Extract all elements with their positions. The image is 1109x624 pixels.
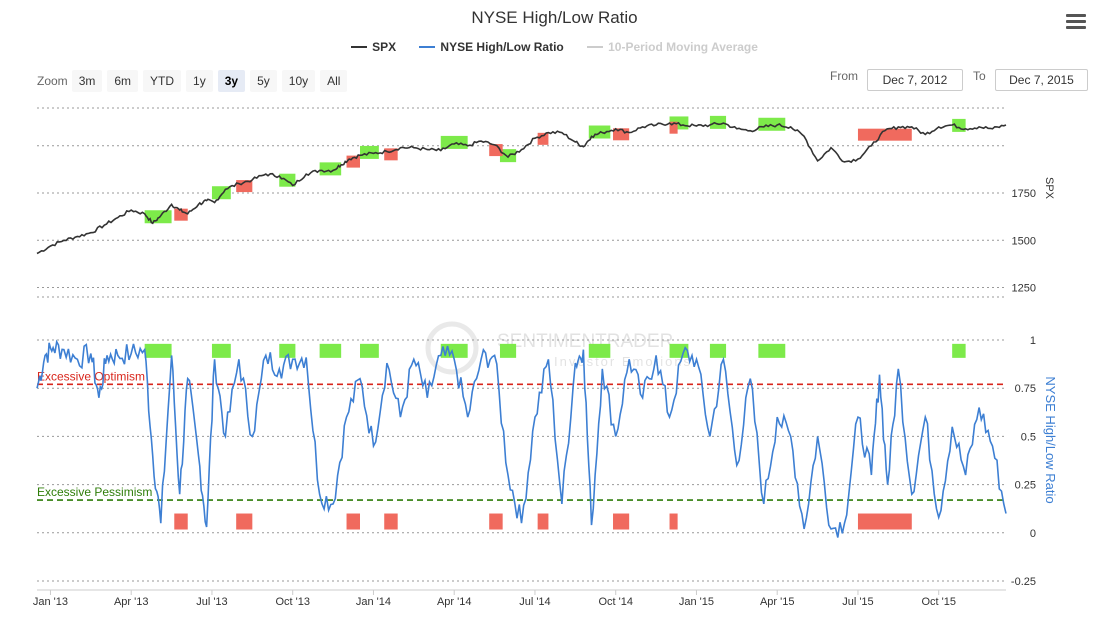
green-zone-ratio [669,343,689,358]
highlight-zones [144,115,966,530]
x-tick-label: Apr '15 [760,596,795,608]
ratio-y-axis: -0.25 0 0.25 0.5 0.75 1 [1011,335,1036,588]
red-zone-ratio [669,513,678,530]
red-zone-ratio [489,513,503,530]
red-zone-ratio [346,513,360,530]
x-axis: Jan '13 Apr '13 Jul '13 Oct '13 Jan '14 Apr '… [33,589,1006,608]
spx-tick-label: 1750 [1012,188,1036,200]
zoom-6m-button[interactable]: 6m [107,70,139,92]
legend-label-moving-average: 10-Period Moving Average [608,40,758,54]
red-zone-ratio [613,513,630,530]
zoom-5y-button[interactable]: 5y [250,70,277,92]
ratio-tick-label: -0.25 [1011,576,1036,588]
range-to-input[interactable]: Dec 7, 2015 [995,69,1088,91]
ratio-grid [37,339,1006,582]
chart-menu-icon[interactable] [1066,14,1086,32]
red-zone-spx [857,128,912,141]
spx-axis-title: SPX [1043,177,1055,200]
red-zone-spx [489,144,503,157]
green-zone-ratio [279,343,296,358]
green-zone-ratio [319,343,342,358]
x-tick-label: Oct '15 [921,596,956,608]
zoom-all-button[interactable]: All [320,70,348,92]
red-zone-ratio [384,513,398,530]
red-zone-ratio [537,513,549,530]
green-zone-ratio [758,343,786,358]
green-zone-ratio [588,343,611,358]
green-zone-spx [709,115,727,129]
green-zone-ratio [499,343,517,358]
chart-legend: SPX NYSE High/Low Ratio 10-Period Moving… [0,37,1109,54]
x-tick-label: Jul '13 [196,596,227,608]
chart-title: NYSE High/Low Ratio [471,8,638,27]
range-from-label: From [830,69,858,83]
red-zone-spx [613,128,630,141]
legend-item-spx[interactable]: SPX [351,40,396,54]
zoom-10y-button[interactable]: 10y [281,70,316,92]
ratio-tick-label: 0.75 [1015,383,1036,395]
ratio-tick-label: 0.5 [1021,431,1036,443]
green-zone-spx [758,117,786,131]
green-zone-ratio [211,343,231,358]
spx-tick-label: 1500 [1012,235,1036,247]
x-tick-label: Apr '14 [437,596,472,608]
zoom-bar: Zoom 3m 6m YTD 1y 3y 5y 10y All [37,70,352,92]
x-tick-label: Jan '14 [356,596,391,608]
red-zone-ratio [857,513,912,530]
range-to-label: To [973,69,986,83]
ratio-tick-label: 1 [1030,335,1036,347]
x-tick-label: Jan '15 [679,596,714,608]
watermark-brand: SENTIMENTRADER [497,331,673,352]
green-zone-spx [440,135,468,149]
zoom-3m-button[interactable]: 3m [71,70,103,92]
ratio-axis-title: NYSE High/Low Ratio [1043,376,1058,503]
ratio-tick-label: 0 [1030,528,1036,540]
red-zone-spx [669,121,678,134]
spx-tick-label: 1250 [1012,283,1036,295]
spx-y-axis: 1250 1500 1750 [1012,188,1036,294]
x-tick-label: Oct '13 [275,596,310,608]
x-tick-label: Jan '13 [33,596,68,608]
zoom-ytd-button[interactable]: YTD [143,70,182,92]
spx-series-line [36,121,1007,255]
red-zone-ratio [236,513,253,530]
ratio-series-line [36,339,1007,538]
red-zone-spx [236,180,253,193]
watermark-logo-icon [425,321,479,375]
red-zone-ratio [174,513,188,530]
x-tick-label: Apr '13 [114,596,149,608]
green-zone-spx [144,210,172,224]
legend-label-ratio: NYSE High/Low Ratio [440,40,564,54]
range-from-input[interactable]: Dec 7, 2012 [867,69,963,91]
threshold-label: Excessive Pessimism [37,485,152,499]
x-tick-label: Oct '14 [598,596,633,608]
threshold-lines: Excessive Optimism Excessive Pessimism [37,369,1006,501]
spx-grid [37,107,1006,298]
red-zone-spx [537,132,549,145]
legend-item-ratio[interactable]: NYSE High/Low Ratio [419,40,564,54]
legend-label-spx: SPX [372,40,397,54]
green-zone-spx [499,149,517,163]
zoom-3y-button[interactable]: 3y [217,70,246,92]
x-tick-label: Jul '14 [519,596,550,608]
zoom-1y-button[interactable]: 1y [186,70,213,92]
green-zone-ratio [952,343,966,358]
threshold-label: Excessive Optimism [37,369,145,383]
ratio-tick-label: 0.25 [1015,480,1036,492]
green-zone-ratio [144,343,172,358]
green-zone-ratio [709,343,727,358]
green-zone-spx [319,162,342,176]
zoom-label: Zoom [37,74,68,88]
green-zone-ratio [360,343,379,358]
legend-item-moving-average[interactable]: 10-Period Moving Average [587,40,758,54]
x-tick-label: Jul '15 [842,596,873,608]
